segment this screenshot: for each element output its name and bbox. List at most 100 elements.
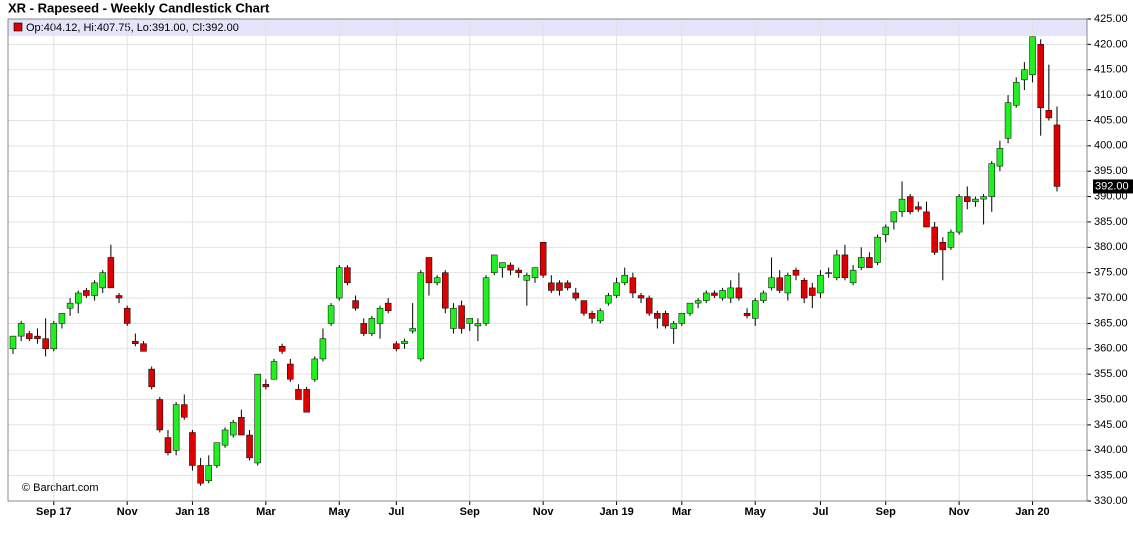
candle-body xyxy=(809,287,816,296)
candle-body xyxy=(727,287,734,299)
candle-body xyxy=(654,313,661,319)
x-tick-label: Mar xyxy=(672,506,692,518)
x-tick-label: Sep xyxy=(460,506,480,518)
last-price-box xyxy=(1093,179,1133,194)
candle-body xyxy=(1012,82,1020,106)
candle-body xyxy=(409,328,416,332)
y-tick-label: 390.00 xyxy=(1094,190,1128,202)
candle-body xyxy=(882,226,889,235)
info-band xyxy=(8,19,1087,36)
x-tick-label: Jul xyxy=(813,506,829,518)
x-tick-label: Jan 18 xyxy=(175,506,209,518)
candle-body xyxy=(735,287,743,299)
candle-body xyxy=(939,241,947,251)
candle-body xyxy=(181,404,188,418)
candle-body xyxy=(866,257,873,268)
candle-body xyxy=(50,323,58,350)
y-tick-label: 400.00 xyxy=(1094,140,1128,152)
candle-body xyxy=(327,305,335,324)
candle-body xyxy=(955,196,963,233)
candle-body xyxy=(711,292,718,296)
candle-body xyxy=(931,226,938,253)
candle-body xyxy=(915,206,922,210)
candle-body xyxy=(849,269,857,284)
candle-body xyxy=(107,257,115,289)
candle-body xyxy=(229,422,237,436)
candle-body xyxy=(858,257,865,268)
candle-body xyxy=(531,267,539,279)
candle-body xyxy=(637,295,645,299)
candle-body xyxy=(719,290,726,299)
x-tick-label: Sep 17 xyxy=(36,506,71,518)
candle-body xyxy=(156,399,164,431)
candle-body xyxy=(311,358,319,380)
candle-body xyxy=(75,292,82,304)
candle-body xyxy=(898,198,906,213)
candle-body xyxy=(205,465,212,481)
candle-body xyxy=(197,465,204,484)
candle-body xyxy=(800,280,808,299)
candle-body xyxy=(368,318,376,334)
candle-body xyxy=(34,335,41,339)
candle-body xyxy=(238,417,245,436)
candle-body xyxy=(474,323,482,327)
y-tick-label: 375.00 xyxy=(1094,267,1128,279)
candle-body xyxy=(42,338,49,350)
candle-body xyxy=(760,292,767,301)
y-tick-label: 385.00 xyxy=(1094,216,1128,228)
candle-body xyxy=(507,264,514,271)
candle-body xyxy=(662,313,669,327)
candle-body xyxy=(433,277,441,284)
y-tick-label: 420.00 xyxy=(1094,38,1128,50)
candle-body xyxy=(1053,124,1061,187)
candle-body xyxy=(980,196,987,200)
y-tick-label: 410.00 xyxy=(1094,89,1128,101)
y-tick-label: 415.00 xyxy=(1094,64,1128,76)
candle-body xyxy=(523,274,531,281)
candle-body xyxy=(164,437,172,454)
candle-body xyxy=(458,305,465,329)
candle-body xyxy=(964,196,971,202)
candle-body xyxy=(906,196,914,213)
candle-body xyxy=(621,274,628,284)
candle-body xyxy=(99,272,106,289)
candle-body xyxy=(393,343,400,350)
candle-body xyxy=(26,333,33,339)
candle-body xyxy=(1029,36,1036,76)
candle-body xyxy=(1037,44,1044,109)
y-tick-label: 350.00 xyxy=(1094,393,1128,405)
candle-body xyxy=(556,282,563,291)
candle-body xyxy=(189,432,196,466)
candle-body xyxy=(336,267,343,299)
candle-body xyxy=(262,384,270,388)
candle-body xyxy=(776,277,783,291)
candle-body xyxy=(254,373,261,464)
candle-body xyxy=(442,272,449,309)
y-tick-label: 355.00 xyxy=(1094,368,1128,380)
candle-body xyxy=(213,442,221,466)
x-tick-label: May xyxy=(329,506,351,518)
candle-body xyxy=(703,292,710,301)
y-tick-label: 425.00 xyxy=(1094,13,1128,25)
candle-body xyxy=(384,302,392,311)
candle-body xyxy=(678,313,686,324)
candle-body xyxy=(515,269,522,273)
candle-body xyxy=(564,282,571,289)
candle-body xyxy=(376,307,384,324)
candle-body xyxy=(401,340,408,344)
candle-body xyxy=(588,313,596,319)
chart-title: XR - Rapeseed - Weekly Candlestick Chart xyxy=(8,0,270,15)
candle-body xyxy=(539,241,547,276)
candle-body xyxy=(221,429,229,446)
candle-body xyxy=(605,295,612,304)
candle-body xyxy=(923,211,930,228)
y-tick-label: 380.00 xyxy=(1094,241,1128,253)
y-tick-label: 345.00 xyxy=(1094,419,1128,431)
candle-body xyxy=(645,297,653,314)
candle-body xyxy=(841,254,849,279)
candle-body xyxy=(172,404,180,451)
x-tick-label: Nov xyxy=(117,506,139,518)
candle-body xyxy=(319,338,327,360)
candle-body xyxy=(83,290,90,296)
x-tick-label: Jan 20 xyxy=(1015,506,1049,518)
